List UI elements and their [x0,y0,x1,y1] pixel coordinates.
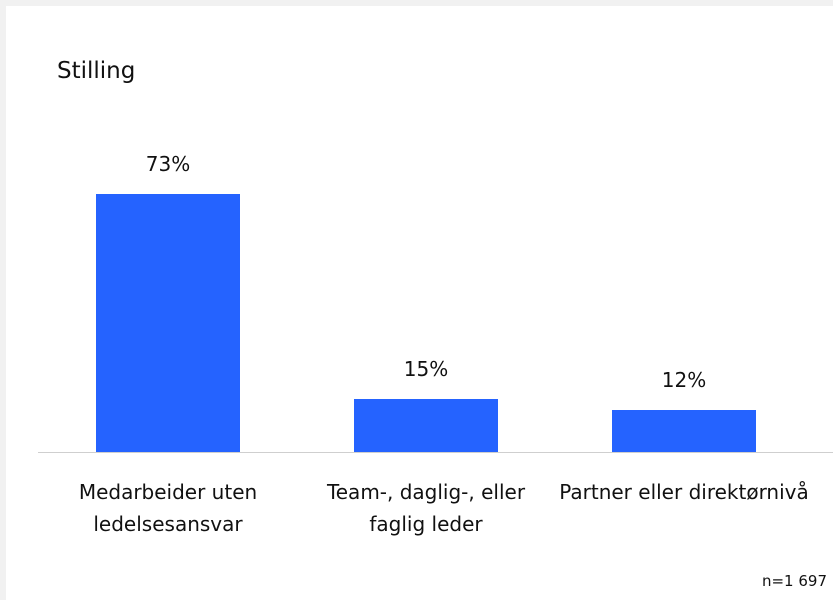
x-tick-label: Medarbeider uten ledelsesansvar [78,480,258,536]
bar [354,399,498,452]
x-tick-label: Partner eller direktørnivå [559,480,809,504]
chart-title: Stilling [57,58,136,84]
value-label: 15% [403,357,449,382]
value-label: 12% [661,367,707,392]
chart: Stilling n=1 697 Medarbeider uten ledels… [6,6,833,600]
baseline [38,452,833,453]
note: n=1 697 [761,572,827,590]
bar [612,409,756,452]
x-tick-label: Team-, daglig-, eller faglig leder [326,480,526,536]
value-label: 73% [145,152,191,177]
bar [96,194,240,452]
